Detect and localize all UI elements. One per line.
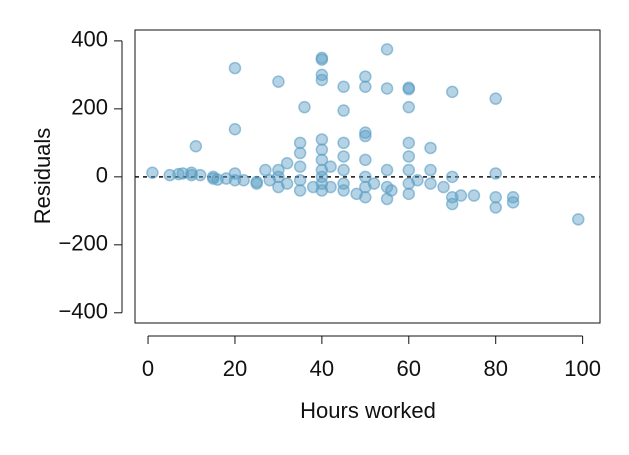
point [293, 146, 307, 160]
point [424, 177, 437, 190]
point [193, 168, 207, 182]
point [315, 53, 329, 66]
point [359, 129, 372, 143]
point [454, 189, 468, 202]
point [359, 170, 372, 184]
point [411, 173, 424, 187]
point [359, 190, 372, 204]
x-tick-label: 60 [397, 356, 421, 381]
point [402, 163, 416, 177]
point [250, 177, 263, 190]
point [402, 82, 416, 96]
point [385, 184, 398, 197]
point [380, 163, 394, 177]
point [189, 139, 203, 153]
point [293, 136, 307, 150]
point [228, 173, 242, 187]
point [402, 136, 416, 150]
y-tick-label: 400 [71, 27, 108, 52]
point [467, 189, 481, 202]
point [489, 201, 502, 214]
point [489, 92, 502, 105]
point [315, 133, 329, 146]
point [237, 173, 250, 187]
point [402, 187, 416, 201]
point [437, 180, 450, 194]
y-tick-label: −200 [58, 231, 108, 256]
point [293, 173, 307, 187]
point [367, 177, 381, 190]
point [293, 160, 307, 173]
point [359, 126, 372, 139]
point [506, 196, 520, 209]
point [315, 143, 329, 156]
point [424, 163, 437, 177]
point [337, 104, 350, 117]
point [298, 100, 311, 114]
point [359, 153, 372, 167]
point [280, 156, 294, 170]
y-axis-label: Residuals [30, 128, 55, 225]
point [489, 167, 502, 180]
point [315, 153, 329, 167]
point [337, 163, 350, 177]
point [337, 150, 350, 163]
point [337, 80, 350, 94]
point [445, 85, 459, 99]
point [380, 43, 394, 56]
point [337, 136, 350, 150]
point [293, 184, 307, 197]
point [445, 170, 459, 184]
point [445, 197, 459, 211]
x-tick-label: 0 [142, 356, 154, 381]
point [259, 163, 272, 177]
y-tick-label: −400 [58, 299, 108, 324]
point [146, 166, 159, 180]
point [359, 70, 372, 83]
point [228, 61, 242, 75]
point [337, 184, 350, 197]
x-axis-label: Hours worked [300, 398, 436, 423]
point [315, 73, 329, 87]
point [228, 123, 242, 136]
point [489, 190, 502, 204]
y-tick-label: 200 [71, 95, 108, 120]
point [424, 141, 437, 155]
point [324, 180, 337, 194]
point [324, 160, 337, 173]
point [402, 100, 416, 114]
point [272, 75, 285, 88]
point [359, 80, 372, 94]
x-tick-label: 20 [223, 356, 247, 381]
x-tick-label: 80 [483, 356, 507, 381]
x-tick-label: 40 [310, 356, 334, 381]
point [172, 167, 185, 181]
x-tick-label: 100 [564, 356, 601, 381]
point [380, 82, 394, 95]
point [572, 213, 585, 226]
y-tick-label: 0 [96, 163, 108, 188]
point [272, 170, 285, 184]
point [280, 177, 294, 190]
point [402, 150, 416, 163]
